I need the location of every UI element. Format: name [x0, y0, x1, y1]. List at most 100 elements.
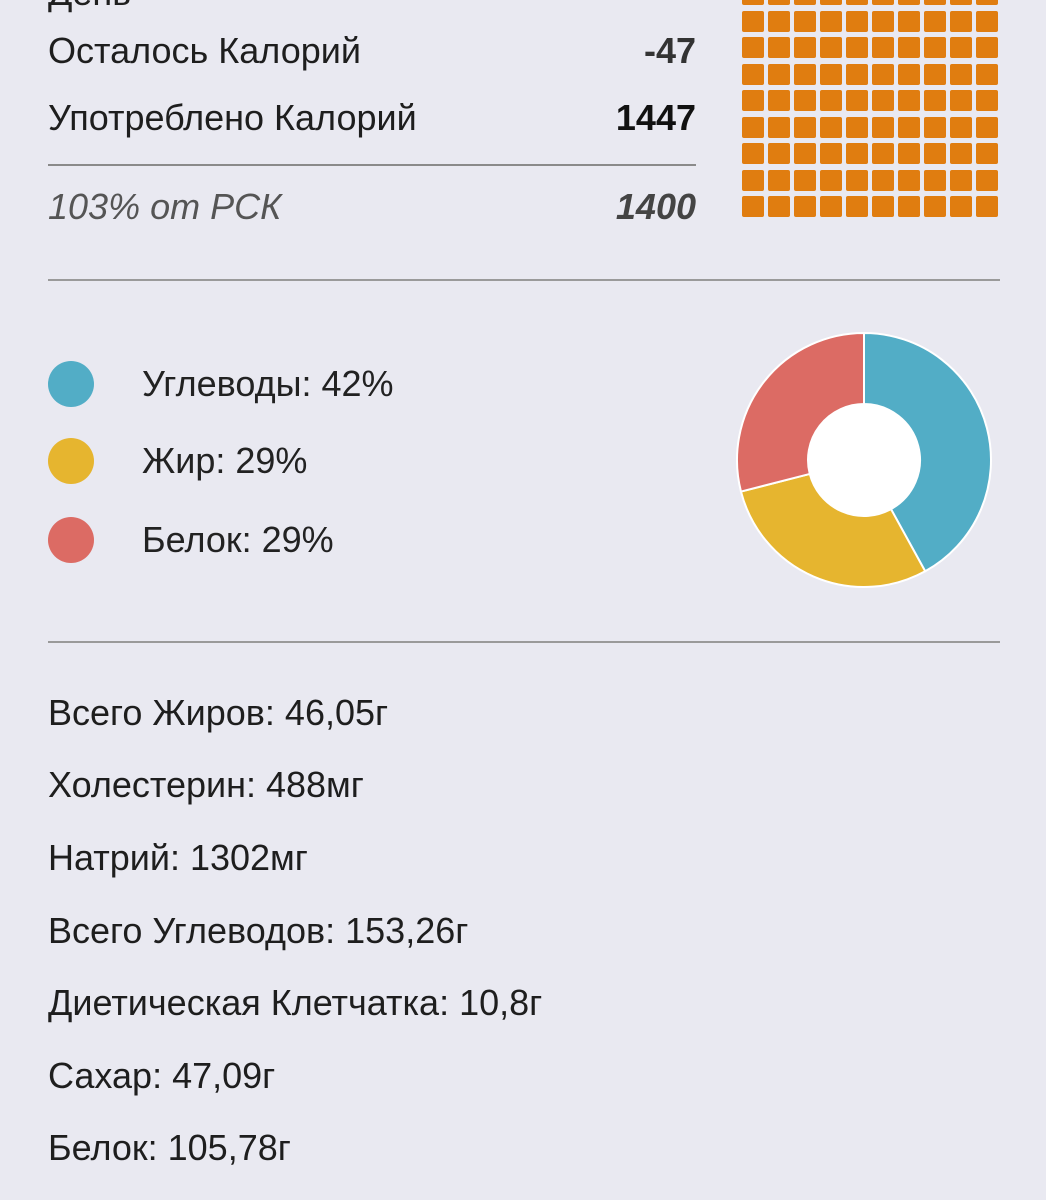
- waffle-cell: [976, 143, 998, 164]
- legend-item-carbs: Углеводы: 42%: [48, 360, 394, 408]
- waffle-cell: [898, 196, 920, 217]
- waffle-cell: [768, 37, 790, 58]
- waffle-cell: [924, 196, 946, 217]
- waffle-cell: [950, 10, 972, 32]
- waffle-cell: [924, 143, 946, 164]
- legend-label-protein: Белок: 29%: [142, 519, 334, 560]
- legend-item-protein: Белок: 29%: [48, 516, 334, 564]
- waffle-cell: [846, 196, 868, 217]
- waffle-cell: [872, 116, 894, 138]
- waffle-cell: [872, 169, 894, 191]
- donut-slice-protein: [736, 331, 865, 493]
- waffle-cell: [950, 37, 972, 58]
- nutrient-cholesterol: Холестерин: 488мг: [48, 764, 364, 805]
- waffle-cell: [924, 116, 946, 138]
- calories-remaining-value: -47: [643, 30, 696, 71]
- waffle-cell: [742, 63, 764, 85]
- waffle-cell: [820, 116, 842, 138]
- calories-consumed-label: Употреблено Калорий: [48, 97, 417, 138]
- waffle-cell: [794, 143, 816, 164]
- calories-consumed-row: Употреблено Калорий 1447: [48, 97, 696, 139]
- waffle-cell: [768, 143, 790, 164]
- waffle-cell: [924, 10, 946, 32]
- waffle-cell: [898, 169, 920, 191]
- waffle-cell: [846, 143, 868, 164]
- waffle-cell: [950, 0, 972, 5]
- waffle-cell: [820, 63, 842, 85]
- waffle-cell: [976, 169, 998, 191]
- waffle-cell: [768, 169, 790, 191]
- waffle-cell: [794, 63, 816, 85]
- waffle-cell: [742, 116, 764, 138]
- waffle-cell: [872, 90, 894, 111]
- waffle-cell: [976, 90, 998, 111]
- legend-label-carbs: Углеводы: 42%: [142, 363, 394, 404]
- waffle-cell: [742, 90, 764, 111]
- waffle-cell: [924, 63, 946, 85]
- waffle-cell: [950, 116, 972, 138]
- legend-dot-protein: [48, 517, 94, 563]
- legend-item-fat: Жир: 29%: [48, 437, 307, 485]
- waffle-cell: [898, 37, 920, 58]
- waffle-cell: [872, 37, 894, 58]
- waffle-cell: [924, 169, 946, 191]
- waffle-cell: [794, 196, 816, 217]
- waffle-cell: [898, 10, 920, 32]
- waffle-cell: [872, 0, 894, 5]
- waffle-cell: [742, 169, 764, 191]
- legend-label-fat: Жир: 29%: [142, 440, 308, 481]
- legend-dot-fat: [48, 438, 94, 484]
- waffle-cell: [742, 0, 764, 5]
- waffle-cell: [820, 196, 842, 217]
- waffle-cell: [846, 63, 868, 85]
- waffle-cell: [794, 37, 816, 58]
- waffle-cell: [846, 116, 868, 138]
- section-title: День: [48, 0, 131, 14]
- waffle-cell: [794, 169, 816, 191]
- waffle-cell: [898, 90, 920, 111]
- calories-remaining-label: Осталось Калорий: [48, 30, 361, 71]
- waffle-cell: [742, 196, 764, 217]
- waffle-cell: [820, 0, 842, 5]
- waffle-cell: [872, 143, 894, 164]
- waffle-cell: [872, 196, 894, 217]
- donut-hole: [808, 404, 920, 516]
- waffle-cell: [820, 143, 842, 164]
- waffle-cell: [768, 0, 790, 5]
- waffle-cell: [768, 116, 790, 138]
- waffle-cell: [768, 90, 790, 111]
- waffle-cell: [950, 143, 972, 164]
- summary-divider: [48, 164, 696, 166]
- waffle-cell: [898, 116, 920, 138]
- waffle-cell: [820, 37, 842, 58]
- nutrient-total-carbs: Всего Углеводов: 153,26г: [48, 910, 469, 951]
- rsk-percent-label: 103% от РСК: [48, 186, 282, 227]
- waffle-cell: [950, 63, 972, 85]
- waffle-cell: [820, 90, 842, 111]
- section-divider-bottom: [48, 641, 1000, 643]
- waffle-cell: [976, 10, 998, 32]
- waffle-cell: [924, 90, 946, 111]
- waffle-cell: [768, 10, 790, 32]
- waffle-cell: [794, 10, 816, 32]
- waffle-cell: [924, 0, 946, 5]
- waffle-cell: [898, 0, 920, 5]
- legend-dot-carbs: [48, 361, 94, 407]
- waffle-cell: [846, 0, 868, 5]
- waffle-cell: [794, 116, 816, 138]
- nutrient-sodium: Натрий: 1302мг: [48, 837, 308, 878]
- waffle-cell: [846, 90, 868, 111]
- waffle-cell: [794, 0, 816, 5]
- waffle-cell: [950, 196, 972, 217]
- waffle-cell: [846, 10, 868, 32]
- waffle-cell: [898, 143, 920, 164]
- nutrient-fiber: Диетическая Клетчатка: 10,8г: [48, 982, 543, 1023]
- waffle-cell: [950, 169, 972, 191]
- waffle-cell: [742, 10, 764, 32]
- waffle-cell: [742, 37, 764, 58]
- rsk-goal-value: 1400: [615, 186, 696, 227]
- calories-consumed-value: 1447: [615, 97, 696, 138]
- waffle-cell: [794, 90, 816, 111]
- waffle-cell: [898, 63, 920, 85]
- waffle-cell: [742, 143, 764, 164]
